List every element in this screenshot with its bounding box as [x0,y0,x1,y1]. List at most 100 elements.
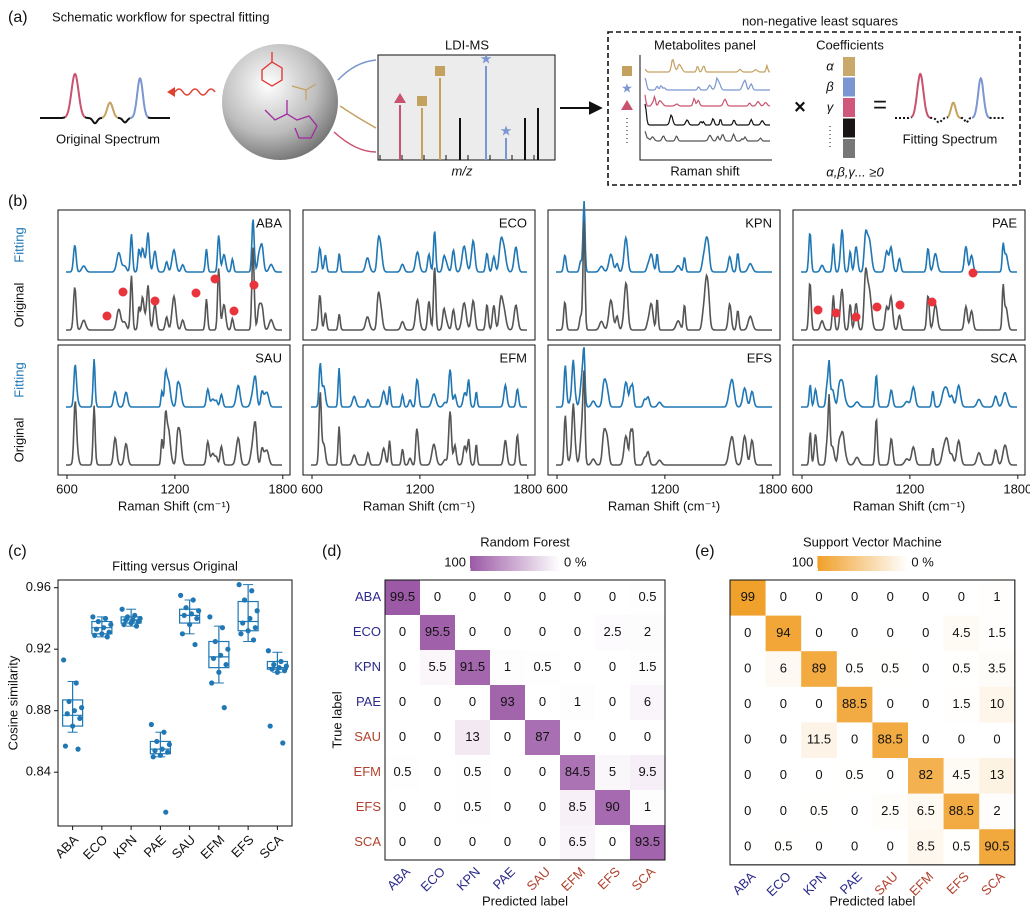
peak-marker [191,288,201,298]
cell [801,580,838,616]
point [73,680,79,686]
ms-symbol [435,66,445,76]
cell [420,720,456,756]
label: 6 [644,694,651,709]
point [101,625,107,631]
cell [560,615,596,651]
subplot-frame [792,209,1026,341]
label: 0 [922,660,929,675]
cell [908,615,944,652]
point [106,629,112,635]
label: 600 [546,481,568,496]
point [267,723,273,729]
label: 0 [922,625,929,640]
label: ECO [763,869,794,900]
x-tick-label: ECO [80,832,111,863]
cell [595,755,631,791]
cell [943,686,980,723]
label: 0 [887,838,894,853]
cell [836,686,873,723]
cell [765,651,802,688]
cell [595,580,631,616]
label: 0.5 [774,838,792,853]
label: 4.5 [952,767,970,782]
label: 0.5 [846,767,864,782]
point [241,597,248,603]
label: 0 [469,589,476,604]
label: 0 [744,803,751,818]
label: ABA [384,864,413,893]
label: m/z [452,163,473,178]
label: 0 [504,799,511,814]
cell [836,722,873,759]
label: 0 [399,694,406,709]
peak-marker [229,306,239,316]
label: 0.5 [846,660,864,675]
point [62,743,69,749]
point [238,631,244,637]
label: 0 [434,694,441,709]
label: 0 [744,838,751,853]
point [135,618,141,625]
matrix-frame [384,579,666,861]
label: SAU [524,864,554,894]
point [187,621,193,628]
label: 100 [444,554,466,569]
label: 0.5 [533,659,551,674]
cell [455,615,491,651]
cell [730,722,766,759]
cell [420,580,456,616]
label: Raman Shift (cm⁻¹) [118,498,230,513]
label: SAU [354,729,381,744]
cell [560,580,596,616]
cell [730,580,766,616]
peak-marker [895,300,905,310]
cell [560,650,596,686]
point [66,698,72,705]
label: 0 [539,624,546,639]
peak-marker [831,308,841,318]
label: 0 [922,732,929,747]
point [123,617,129,623]
label: 0 [504,729,511,744]
point [254,608,260,614]
point [194,615,200,622]
label: 90.5 [984,838,1009,853]
x-tick-label: SCA [256,832,286,862]
label: 0 [434,834,441,849]
cell [630,615,666,651]
label: α,β,γ... ≥0 [826,164,884,179]
point [133,623,140,629]
cell [595,685,631,721]
spectrum [971,76,990,119]
cell [730,686,766,723]
label: 8.5 [568,799,586,814]
subplot-frame [792,344,1026,476]
point [161,729,167,735]
point [108,621,114,628]
cell [801,651,838,688]
label: Fitting [11,227,26,262]
label: EFS [595,864,624,893]
spectrum [117,116,131,124]
label: 1200 [405,481,434,496]
arrowhead [167,87,175,97]
point [121,621,127,628]
cell [560,790,596,826]
cell [385,580,421,616]
cell [525,615,561,651]
label: Metabolites panel [654,37,756,52]
fitting-spectrum [801,229,1017,273]
label: PAE [490,864,519,893]
point [221,705,227,711]
label: 91.5 [460,659,485,674]
point [178,592,184,598]
point [269,666,275,672]
arrow [333,131,377,153]
label: EFM [558,864,588,894]
label: (a) [8,9,28,26]
label: 90 [605,799,619,814]
label: Cosine similarity [5,655,20,750]
label: 2.5 [603,624,621,639]
cell [979,580,1016,616]
